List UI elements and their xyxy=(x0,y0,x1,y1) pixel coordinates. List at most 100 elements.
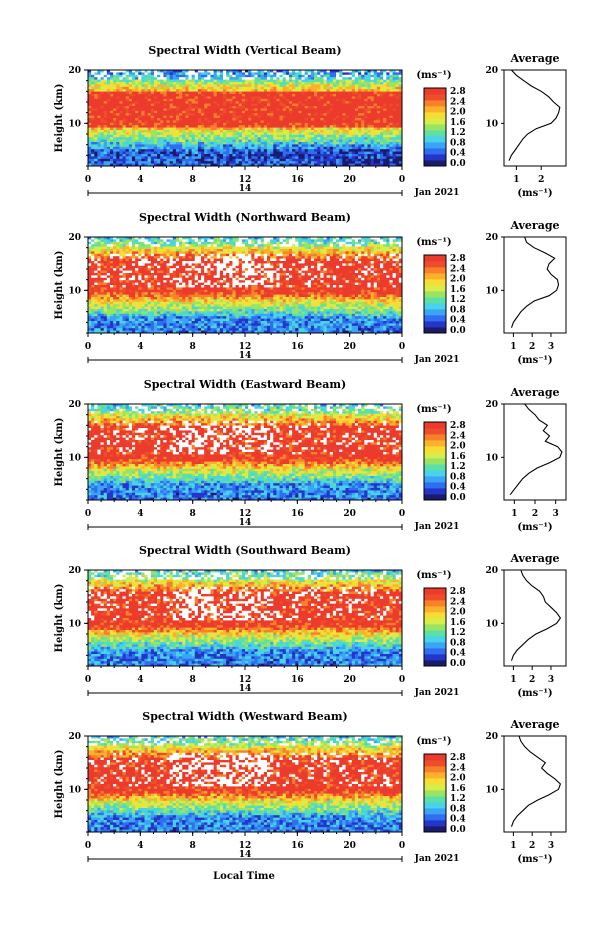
heatmap-cell xyxy=(349,242,353,245)
heatmap-cell xyxy=(160,247,164,250)
heatmap-cell xyxy=(311,249,315,252)
heatmap-cell xyxy=(355,101,359,104)
heatmap-cell xyxy=(383,140,387,143)
heatmap-cell xyxy=(320,87,324,90)
heatmap-cell xyxy=(88,77,92,80)
heatmap-cell xyxy=(302,99,306,102)
heatmap-cell xyxy=(339,147,343,150)
heatmap-cell xyxy=(305,108,309,111)
heatmap-cell xyxy=(314,108,318,111)
heatmap-cell xyxy=(383,244,387,247)
heatmap-cell xyxy=(163,137,167,140)
heatmap-cell xyxy=(339,113,343,116)
heatmap-cell xyxy=(248,244,252,247)
heatmap-cell xyxy=(179,249,183,252)
heatmap-cell xyxy=(126,130,130,133)
heatmap-cell xyxy=(355,116,359,119)
heatmap-cell xyxy=(104,82,108,85)
heatmap-cell xyxy=(286,147,290,150)
heatmap-cell xyxy=(327,135,331,138)
heatmap-cell xyxy=(107,101,111,104)
heatmap-cell xyxy=(377,108,381,111)
heatmap-cell xyxy=(245,135,249,138)
heatmap-cell xyxy=(280,82,284,85)
heatmap-cell xyxy=(292,108,296,111)
heatmap-cell xyxy=(270,247,274,250)
heatmap-cell xyxy=(295,84,299,87)
heatmap-cell xyxy=(179,108,183,111)
heatmap-cell xyxy=(141,123,145,126)
heatmap-cell xyxy=(207,96,211,99)
heatmap-cell xyxy=(333,116,337,119)
heatmap-cell xyxy=(232,135,236,138)
x-tick-label: 4 xyxy=(137,175,143,185)
heatmap-cell xyxy=(145,96,149,99)
heatmap-cell xyxy=(141,247,145,250)
heatmap-cell xyxy=(248,106,252,109)
heatmap-cell xyxy=(141,140,145,143)
heatmap-cell xyxy=(267,125,271,128)
heatmap-cell xyxy=(264,137,268,140)
heatmap-cell xyxy=(239,130,243,133)
heatmap-cell xyxy=(223,135,227,138)
heatmap-cell xyxy=(119,161,123,164)
heatmap-cell xyxy=(101,101,105,104)
heatmap-cell xyxy=(176,72,180,75)
heatmap-cell xyxy=(273,82,277,85)
heatmap-cell xyxy=(170,242,174,245)
heatmap-cell xyxy=(333,72,337,75)
heatmap-cell xyxy=(393,125,397,128)
heatmap-cell xyxy=(145,77,149,80)
heatmap-cell xyxy=(305,244,309,247)
heatmap-cell xyxy=(101,120,105,123)
heatmap-cell xyxy=(270,140,274,143)
heatmap-cell xyxy=(298,123,302,126)
heatmap-cell xyxy=(214,254,218,257)
heatmap-cell xyxy=(349,87,353,90)
heatmap-cell xyxy=(333,123,337,126)
heatmap-cell xyxy=(280,152,284,155)
heatmap-cell xyxy=(188,101,192,104)
heatmap-cell xyxy=(336,159,340,162)
heatmap-cell xyxy=(342,249,346,252)
heatmap-cell xyxy=(107,116,111,119)
heatmap-cell xyxy=(377,99,381,102)
heatmap-cell xyxy=(292,118,296,121)
heatmap-cell xyxy=(167,82,171,85)
heatmap-cell xyxy=(129,154,133,157)
heatmap-cell xyxy=(188,128,192,131)
heatmap-cell xyxy=(201,156,205,159)
heatmap-cell xyxy=(317,159,321,162)
heatmap-cell xyxy=(182,144,186,147)
heatmap-cell xyxy=(94,147,98,150)
heatmap-cell xyxy=(336,142,340,145)
heatmap-cell xyxy=(342,72,346,75)
heatmap-cell xyxy=(345,132,349,135)
heatmap-cell xyxy=(188,116,192,119)
heatmap-cell xyxy=(276,120,280,123)
heatmap-cell xyxy=(148,242,152,245)
heatmap-cell xyxy=(179,256,183,259)
heatmap-cell xyxy=(317,142,321,145)
heatmap-cell xyxy=(148,130,152,133)
heatmap-cell xyxy=(116,94,120,97)
heatmap-cell xyxy=(119,77,123,80)
heatmap-cell xyxy=(91,135,95,138)
heatmap-cell xyxy=(333,111,337,114)
heatmap-cell xyxy=(170,147,174,150)
heatmap-cell xyxy=(129,80,133,83)
heatmap-cell xyxy=(101,82,105,85)
heatmap-cell xyxy=(314,130,318,133)
heatmap-cell xyxy=(91,84,95,87)
heatmap-cell xyxy=(342,125,346,128)
heatmap-cell xyxy=(132,140,136,143)
heatmap-cell xyxy=(251,101,255,104)
heatmap-cell xyxy=(126,84,130,87)
heatmap-cell xyxy=(107,75,111,78)
heatmap-cell xyxy=(276,135,280,138)
heatmap-cell xyxy=(195,89,199,92)
heatmap-cell xyxy=(352,111,356,114)
heatmap-cell xyxy=(116,251,120,254)
heatmap-cell xyxy=(182,125,186,128)
heatmap-cell xyxy=(380,80,384,83)
